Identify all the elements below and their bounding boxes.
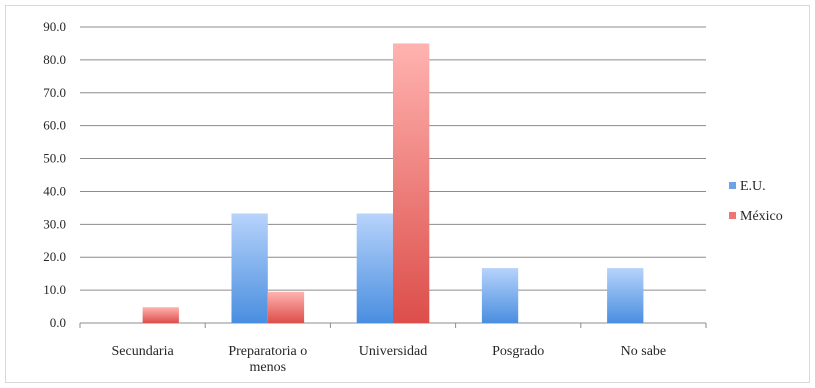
y-tick-label: 0.0 xyxy=(50,315,66,330)
y-axis-ticks: 0.0 10.0 20.0 30.0 40.0 50.0 60.0 70.0 80.0 90.0 xyxy=(43,19,66,330)
x-category-label: No sabe xyxy=(621,344,667,359)
y-tick-label: 20.0 xyxy=(43,249,66,264)
y-tick-label: 60.0 xyxy=(43,118,66,133)
bar-m-xico-1 xyxy=(267,291,305,323)
legend-swatch xyxy=(729,212,736,219)
x-category-label: Universidad xyxy=(359,344,427,359)
bar-e-u-4 xyxy=(607,268,644,323)
legend: E.U. México xyxy=(729,179,783,224)
x-category-label: menos xyxy=(250,360,287,375)
y-tick-label: 30.0 xyxy=(43,216,66,231)
bar-m-xico-0 xyxy=(142,307,179,323)
y-tick-label: 80.0 xyxy=(43,52,66,67)
x-axis xyxy=(79,322,707,328)
bar-e-u-2 xyxy=(356,213,393,323)
x-category-label: Posgrado xyxy=(492,344,544,359)
x-category-label: Preparatoria o xyxy=(228,344,307,359)
legend-swatch xyxy=(729,182,736,189)
bar-e-u-3 xyxy=(481,268,519,323)
bar-m-xico-2 xyxy=(393,43,430,323)
bar-e-u-1 xyxy=(231,213,268,323)
y-tick-label: 50.0 xyxy=(43,151,66,166)
legend-label: E.U. xyxy=(740,179,766,194)
bars xyxy=(142,43,644,323)
y-tick-label: 70.0 xyxy=(43,85,66,100)
legend-label: México xyxy=(740,209,783,224)
y-tick-label: 90.0 xyxy=(43,19,66,34)
y-tick-label: 40.0 xyxy=(43,183,66,198)
x-category-label: Secundaria xyxy=(111,344,174,359)
y-tick-label: 10.0 xyxy=(43,282,66,297)
